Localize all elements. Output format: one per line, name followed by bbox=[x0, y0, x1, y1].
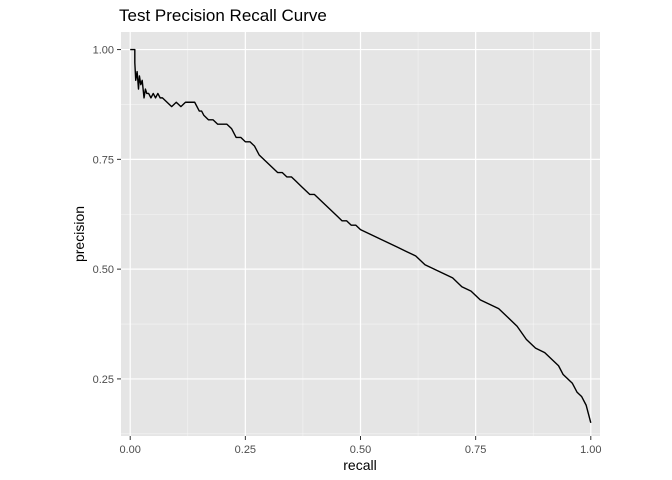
pr-curve-line bbox=[130, 48, 592, 424]
major-gridlines bbox=[121, 32, 600, 436]
x-tick-label: 0.25 bbox=[235, 444, 256, 456]
x-tick-label: 0.00 bbox=[120, 444, 141, 456]
chart-title: Test Precision Recall Curve bbox=[119, 6, 327, 25]
x-tick-label: 0.50 bbox=[350, 444, 371, 456]
y-tick-label: 1.00 bbox=[93, 45, 114, 57]
x-tick-label: 1.00 bbox=[580, 444, 601, 456]
y-tick-label: 0.50 bbox=[93, 264, 114, 276]
x-tick-label: 0.75 bbox=[465, 444, 486, 456]
x-axis-ticks: 0.00 0.25 0.50 0.75 1.00 bbox=[120, 436, 601, 456]
y-tick-label: 0.25 bbox=[93, 374, 114, 386]
series-layer bbox=[130, 48, 592, 424]
y-axis-ticks: 0.25 0.50 0.75 1.00 bbox=[93, 45, 121, 386]
x-axis-title: recall bbox=[343, 457, 376, 473]
y-axis-title: precision bbox=[71, 206, 87, 262]
y-tick-label: 0.75 bbox=[93, 154, 114, 166]
